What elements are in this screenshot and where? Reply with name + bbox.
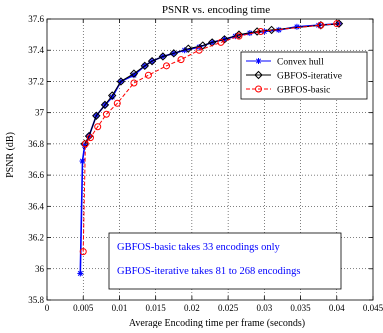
data-point-gbfos-iterative [100,100,110,110]
series-line-gbfos-basic [82,23,337,252]
data-point-gbfos-basic [333,20,341,28]
annotation-box: GBFOS-basic takes 33 encodings only GBFOS… [108,232,342,290]
data-point-gbfos-basic [130,79,138,87]
data-point-gbfos-iterative [184,44,193,53]
y-tick-label: 36 [35,264,45,274]
star-stroke [255,58,262,64]
y-tick-label: 36.2 [28,233,44,243]
data-point-gbfos-basic [86,134,94,142]
x-tick-label: 0.005 [73,303,94,313]
star-stroke [294,24,300,30]
y-axis-label: PSNR (dB) [5,132,16,178]
data-point-gbfos-basic [81,140,89,148]
data-point-gbfos-iterative [147,56,157,66]
data-point-gbfos-basic [235,32,243,40]
data-point-convex-hull [77,270,84,277]
data-point-gbfos-iterative [92,111,101,120]
x-tick-label: 0 [45,303,50,313]
y-tick-label: 37.6 [28,14,44,24]
x-tick-label: 0.015 [146,303,167,313]
star-stroke [79,158,86,164]
data-point-gbfos-basic [217,38,225,46]
legend: Convex hull GBFOS-iterative GBFOS-basic [240,51,368,100]
data-point-gbfos-iterative [140,61,150,71]
series-gbfos-iterative [80,19,344,149]
series-gbfos-basic [79,20,341,256]
y-tick-label: 37.2 [28,76,44,86]
y-tick-label: 36.8 [28,139,44,149]
data-point-gbfos-basic [163,62,171,70]
x-tick-label: 0.025 [218,303,239,313]
x-axis-label: Average Encoding time per frame (seconds… [129,318,305,328]
plot-frame [46,18,374,301]
data-point-gbfos-iterative [252,27,262,36]
x-tick-label: 0.02 [184,303,200,313]
data-point-gbfos-basic [94,123,102,131]
y-tick-label: 36.4 [28,201,44,211]
annotation-frame [108,232,342,290]
data-point-gbfos-basic [257,27,265,35]
star-stroke [276,27,282,33]
x-tick-label: 0.04 [329,303,345,313]
data-point-gbfos-iterative [107,91,117,100]
legend-marker-gbfos-iterative [254,70,263,80]
data-point-gbfos-iterative [129,69,139,78]
y-tick-label: 37 [35,108,45,118]
x-tick-label: 0.03 [256,303,272,313]
legend-label-gbfos-iterative: GBFOS-iterative [277,72,342,82]
legend-label-convex-hull: Convex hull [277,58,324,68]
data-point-gbfos-basic [195,46,203,54]
data-point-gbfos-iterative [158,52,168,61]
star-stroke [77,270,83,277]
y-tick-label: 37.4 [28,45,44,55]
legend-marker-convex-hull [255,58,262,64]
legend-marker-gbfos-basic [255,85,262,93]
data-point-gbfos-iterative [267,25,276,35]
x-tick-label: 0.035 [290,303,311,313]
y-tick-label: 36.6 [28,170,44,180]
data-point-convex-hull [79,158,86,165]
data-point-gbfos-basic [79,248,87,256]
data-point-gbfos-basic [317,21,325,29]
star-stroke [109,94,115,100]
x-tick-label: 0.01 [112,303,128,313]
annotation-text: GBFOS-basic takes 33 encodings only [117,242,280,253]
series [77,19,344,277]
legend-label-gbfos-basic: GBFOS-basic [277,86,330,96]
chart-title: PSNR vs. encoding time [162,4,270,16]
axes: 0 0.005 0.01 0.015 0.02 0.025 0.03 0.035 0.04 0.0… [28,14,383,313]
data-point-gbfos-iterative [220,35,229,44]
data-point-gbfos-basic [102,110,110,118]
x-tick-label: 0.045 [363,303,383,313]
data-point-gbfos-iterative [169,49,178,58]
data-point-gbfos-iterative [198,41,207,50]
data-point-gbfos-basic [144,71,152,79]
data-point-gbfos-iterative [116,77,126,86]
data-point-gbfos-iterative [334,19,344,28]
data-point-gbfos-iterative [234,30,244,39]
annotation-text: GBFOS-iterative takes 81 to 268 encoding… [117,266,300,277]
star-stroke [131,72,137,78]
star-stroke [82,142,88,149]
y-tick-label: 35.8 [28,295,44,305]
data-point-gbfos-basic [177,56,185,64]
data-point-gbfos-basic [113,99,121,107]
